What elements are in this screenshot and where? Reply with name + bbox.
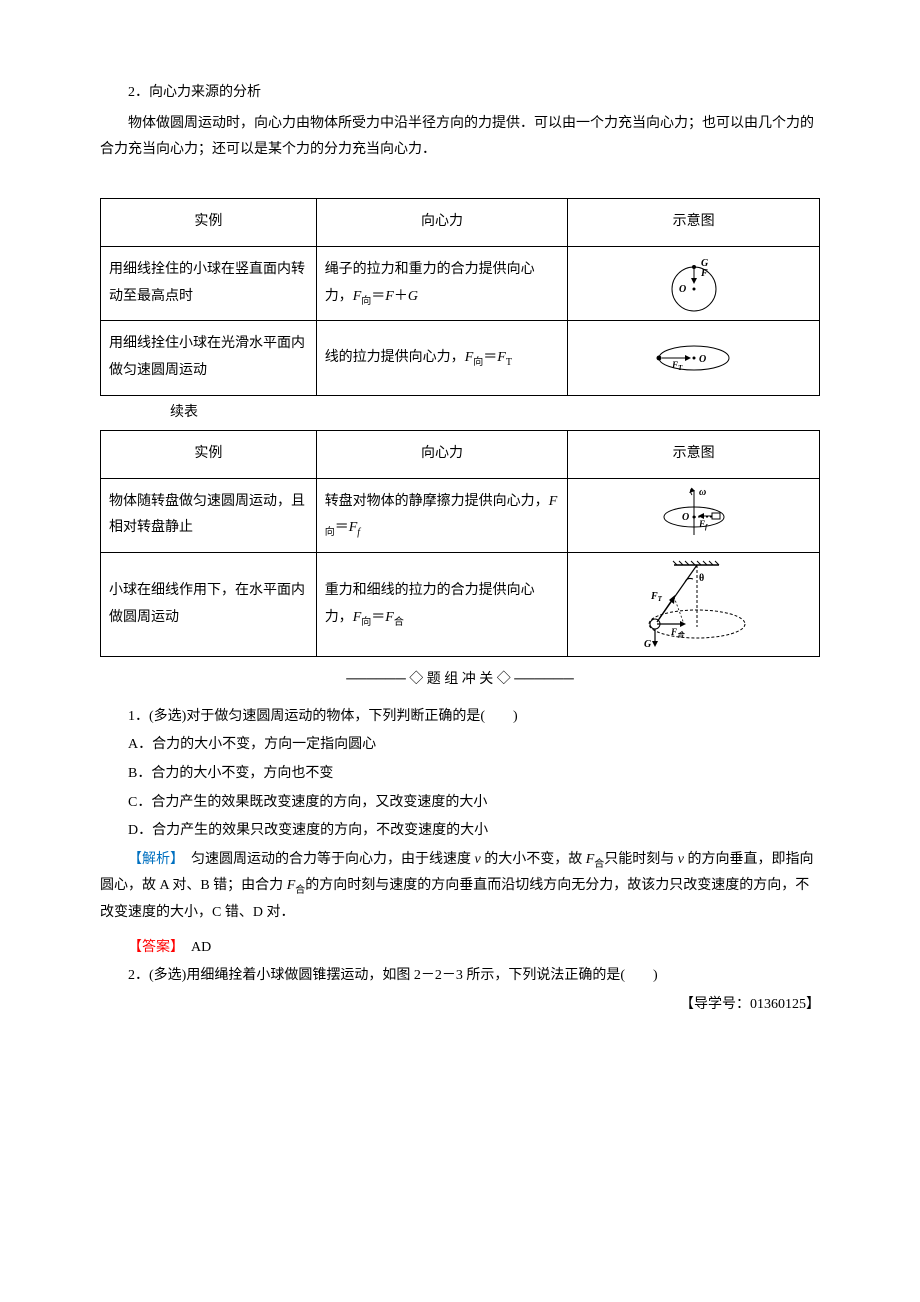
svg-text:FT: FT <box>650 591 663 603</box>
answer-label: 【答案】 <box>128 940 177 955</box>
cell-example: 小球在细线作用下，在水平面内做圆周运动 <box>101 553 317 657</box>
analysis-label: 【解析】 <box>128 852 177 867</box>
cell-force: 绳子的拉力和重力的合力提供向心力，F向＝F＋G <box>316 246 568 320</box>
diagram-conical-pendulum: θ FT F合 G <box>629 557 759 652</box>
analysis-text: 匀速圆周运动的合力等于向心力，由于线速度 v 的大小不变，故 F合只能时刻与 v… <box>100 852 814 921</box>
force-table-2: 实例 向心力 示意图 物体随转盘做匀速圆周运动，且相对转盘静止 转盘对物体的静摩… <box>100 430 820 657</box>
cell-force: 转盘对物体的静摩擦力提供向心力，F向＝Ff <box>316 478 568 552</box>
table-header-row: 实例 向心力 示意图 <box>101 431 820 479</box>
answer-text: AD <box>177 940 211 955</box>
cell-example: 物体随转盘做匀速圆周运动，且相对转盘静止 <box>101 478 317 552</box>
diagram-vertical-circle: G F O <box>649 254 739 314</box>
section-title: 2．向心力来源的分析 <box>100 80 820 107</box>
analysis-paragraph: 【解析】 匀速圆周运动的合力等于向心力，由于线速度 v 的大小不变，故 F合只能… <box>100 847 820 927</box>
table-row: 小球在细线作用下，在水平面内做圆周运动 重力和细线的拉力的合力提供向心力，F向＝… <box>101 553 820 657</box>
svg-text:O: O <box>699 354 706 365</box>
svg-text:FT: FT <box>671 360 683 372</box>
header-diagram: 示意图 <box>568 199 820 247</box>
cell-diagram: ω O Ff <box>568 478 820 552</box>
force-table-1: 实例 向心力 示意图 用细线拴住的小球在竖直面内转动至最高点时 绳子的拉力和重力… <box>100 198 820 395</box>
header-example: 实例 <box>101 199 317 247</box>
cell-force: 线的拉力提供向心力，F向＝FT <box>316 321 568 395</box>
header-example: 实例 <box>101 431 317 479</box>
diagram-horizontal-circle: FT O <box>644 338 744 378</box>
svg-text:O: O <box>679 284 686 295</box>
svg-text:ω: ω <box>699 487 706 498</box>
table-row: 用细线拴住小球在光滑水平面内做匀速圆周运动 线的拉力提供向心力，F向＝FT FT… <box>101 321 820 395</box>
question-2-stem: 2．(多选)用细绳拴着小球做圆锥摆运动，如图 2－2－3 所示，下列说法正确的是… <box>100 963 820 990</box>
table-row: 物体随转盘做匀速圆周运动，且相对转盘静止 转盘对物体的静摩擦力提供向心力，F向＝… <box>101 478 820 552</box>
table-header-row: 实例 向心力 示意图 <box>101 199 820 247</box>
svg-text:F: F <box>700 268 708 279</box>
cell-force: 重力和细线的拉力的合力提供向心力，F向＝F合 <box>316 553 568 657</box>
svg-text:G: G <box>644 639 652 650</box>
reference-number: 【导学号：01360125】 <box>100 992 820 1019</box>
table-row: 用细线拴住的小球在竖直面内转动至最高点时 绳子的拉力和重力的合力提供向心力，F向… <box>101 246 820 320</box>
svg-text:O: O <box>682 512 689 523</box>
header-force: 向心力 <box>316 199 568 247</box>
option-d: D．合力产生的效果只改变速度的方向，不改变速度的大小 <box>100 818 820 845</box>
cell-diagram: FT O <box>568 321 820 395</box>
intro-paragraph: 物体做圆周运动时，向心力由物体所受力中沿半径方向的力提供．可以由一个力充当向心力… <box>100 111 820 164</box>
svg-text:θ: θ <box>699 573 704 584</box>
svg-text:F合: F合 <box>670 627 685 639</box>
cell-example: 用细线拴住小球在光滑水平面内做匀速圆周运动 <box>101 321 317 395</box>
svg-text:Ff: Ff <box>698 519 708 531</box>
question-1-stem: 1．(多选)对于做匀速圆周运动的物体，下列判断正确的是( ) <box>100 704 820 731</box>
section-title-text: 向心力来源的分析 <box>149 85 261 100</box>
continue-label: 续表 <box>100 400 820 427</box>
section-num: 2． <box>128 85 149 100</box>
option-c: C．合力产生的效果既改变速度的方向，又改变速度的大小 <box>100 790 820 817</box>
header-diagram: 示意图 <box>568 431 820 479</box>
option-b: B．合力的大小不变，方向也不变 <box>100 761 820 788</box>
header-force: 向心力 <box>316 431 568 479</box>
cell-example: 用细线拴住的小球在竖直面内转动至最高点时 <box>101 246 317 320</box>
option-a: A．合力的大小不变，方向一定指向圆心 <box>100 732 820 759</box>
diagram-turntable: ω O Ff <box>644 485 744 545</box>
cell-diagram: θ FT F合 G <box>568 553 820 657</box>
cell-diagram: G F O <box>568 246 820 320</box>
answer-line: 【答案】 AD <box>100 935 820 962</box>
section-divider: ────── ◇ 题 组 冲 关 ◇ ────── <box>100 667 820 694</box>
